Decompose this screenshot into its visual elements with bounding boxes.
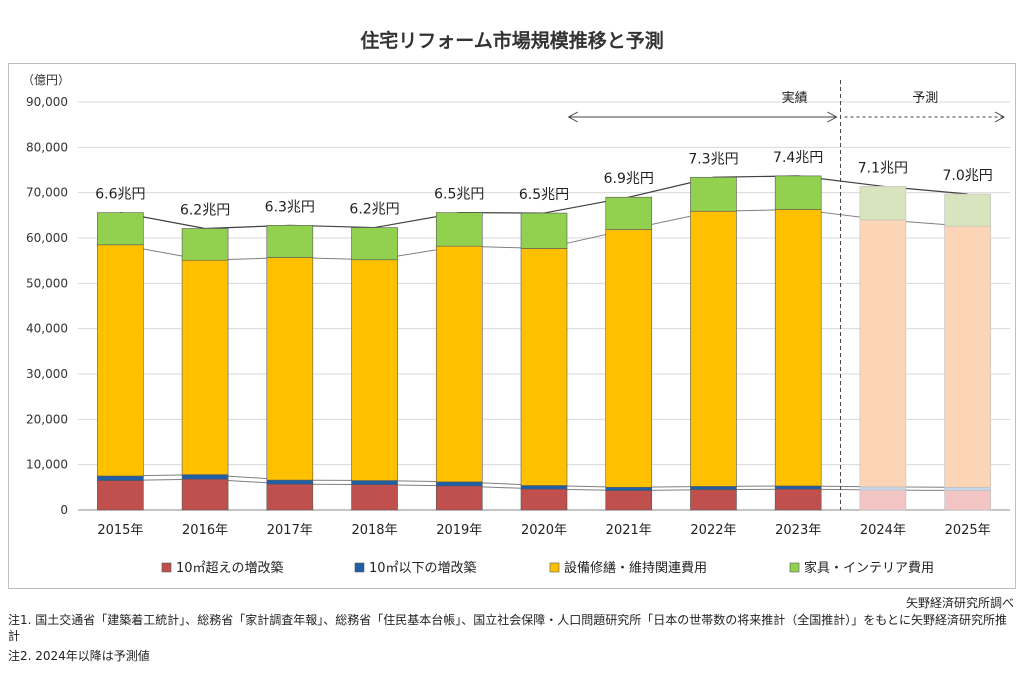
x-tick-label: 2020年 xyxy=(521,523,567,538)
bar-segment xyxy=(859,219,907,488)
total-data-label: 7.3兆円 xyxy=(688,151,738,167)
actual-arrow-head xyxy=(567,111,578,123)
bar-segment xyxy=(181,474,229,480)
bar-segment xyxy=(859,486,907,491)
bar-segment xyxy=(97,212,144,246)
y-unit-label: （億円） xyxy=(22,73,70,87)
bar-segment xyxy=(605,490,653,511)
x-tick-label: 2017年 xyxy=(267,523,313,538)
bar-segment xyxy=(944,193,991,227)
legend-label: 10㎡以下の増改築 xyxy=(369,561,477,576)
bar-segment xyxy=(944,490,991,511)
total-data-label: 6.2兆円 xyxy=(180,202,230,218)
x-tick-label: 2025年 xyxy=(945,523,991,538)
bar-segment xyxy=(520,488,568,511)
chart-frame xyxy=(8,63,1016,589)
bar-segment xyxy=(97,480,144,511)
bar-segment xyxy=(266,225,314,258)
bar-segment xyxy=(266,483,314,511)
bar-segment xyxy=(859,489,907,511)
total-data-label: 6.5兆円 xyxy=(434,187,484,203)
bar-segment xyxy=(520,248,568,486)
total-data-label: 6.2兆円 xyxy=(349,202,399,218)
bar-segment xyxy=(520,485,568,490)
bar-segment xyxy=(97,475,144,481)
bar-segment xyxy=(690,176,737,212)
bar-segment xyxy=(351,227,398,261)
legend-label: 家具・インテリア費用 xyxy=(804,560,934,576)
bar-segment xyxy=(435,245,483,483)
total-data-label: 6.9兆円 xyxy=(604,171,654,187)
total-data-label: 6.5兆円 xyxy=(519,187,569,203)
actual-label: 実績 xyxy=(782,90,808,106)
bar-segment xyxy=(351,259,398,481)
y-tick-label: 40,000 xyxy=(26,322,68,336)
bar-segment xyxy=(97,244,144,477)
legend-swatch xyxy=(354,562,365,573)
bar-segment xyxy=(605,229,653,488)
legend-swatch xyxy=(161,562,172,573)
bar-segment xyxy=(351,480,398,485)
total-data-label: 6.6兆円 xyxy=(95,187,145,203)
bar-segment xyxy=(690,486,737,490)
bar-segment xyxy=(690,489,737,511)
y-tick-label: 20,000 xyxy=(26,412,68,426)
y-tick-label: 60,000 xyxy=(26,231,68,245)
x-tick-label: 2021年 xyxy=(606,523,652,538)
y-tick-label: 30,000 xyxy=(26,367,68,381)
bar-segment xyxy=(690,210,737,487)
y-tick-label: 80,000 xyxy=(26,140,68,154)
y-tick-label: 10,000 xyxy=(26,458,68,472)
bar-segment xyxy=(605,196,653,230)
bar-segment xyxy=(351,484,398,511)
total-data-label: 7.1兆円 xyxy=(858,160,908,176)
x-tick-label: 2018年 xyxy=(351,523,397,538)
bar-segment xyxy=(774,488,822,511)
bar-segment xyxy=(266,479,314,485)
total-data-label: 6.3兆円 xyxy=(265,199,315,215)
bar-segment xyxy=(774,175,822,210)
bar-segment xyxy=(944,487,991,491)
legend-swatch xyxy=(789,562,800,573)
x-tick-label: 2019年 xyxy=(436,523,482,538)
forecast-arrow-head xyxy=(994,111,1006,123)
x-tick-label: 2023年 xyxy=(775,523,821,538)
x-tick-label: 2015年 xyxy=(97,523,143,538)
legend-label: 設備修繕・維持関連費用 xyxy=(564,560,707,576)
x-tick-label: 2022年 xyxy=(690,523,736,538)
legend-label: 10㎡超えの増改築 xyxy=(176,561,284,576)
forecast-label: 予測 xyxy=(912,91,938,106)
bar-segment xyxy=(520,212,568,249)
actual-arrow-head xyxy=(827,111,838,123)
bar-segment xyxy=(181,478,229,511)
bar-segment xyxy=(774,485,822,490)
total-data-label: 7.0兆円 xyxy=(943,168,993,184)
source-credit: 矢野経済研究所調べ xyxy=(905,596,1014,610)
bar-segment xyxy=(435,485,483,511)
x-tick-label: 2016年 xyxy=(182,523,228,538)
footnote-2: 注2. 2024年以降は予測値 xyxy=(8,649,150,663)
bar-segment xyxy=(266,257,314,481)
y-tick-label: 90,000 xyxy=(26,95,68,109)
bar-segment xyxy=(944,225,991,488)
total-data-label: 7.4兆円 xyxy=(773,150,823,166)
bar-segment xyxy=(774,209,822,487)
y-tick-label: 0 xyxy=(60,503,68,517)
y-tick-label: 70,000 xyxy=(26,186,68,200)
bar-segment xyxy=(605,487,653,491)
bar-segment xyxy=(181,259,229,475)
bar-segment xyxy=(435,481,483,487)
footnote-1: 注1. 国土交通省「建築着工統計」、総務省「家計調査年報」、総務省「住民基本台帳… xyxy=(8,613,1008,643)
y-tick-label: 50,000 xyxy=(26,276,68,290)
chart-title: 住宅リフォーム市場規模推移と予測 xyxy=(360,30,664,52)
x-tick-label: 2024年 xyxy=(860,523,906,538)
bar-segment xyxy=(435,212,483,247)
legend-swatch xyxy=(549,562,560,573)
bar-segment xyxy=(181,228,229,261)
bar-segment xyxy=(859,186,907,221)
